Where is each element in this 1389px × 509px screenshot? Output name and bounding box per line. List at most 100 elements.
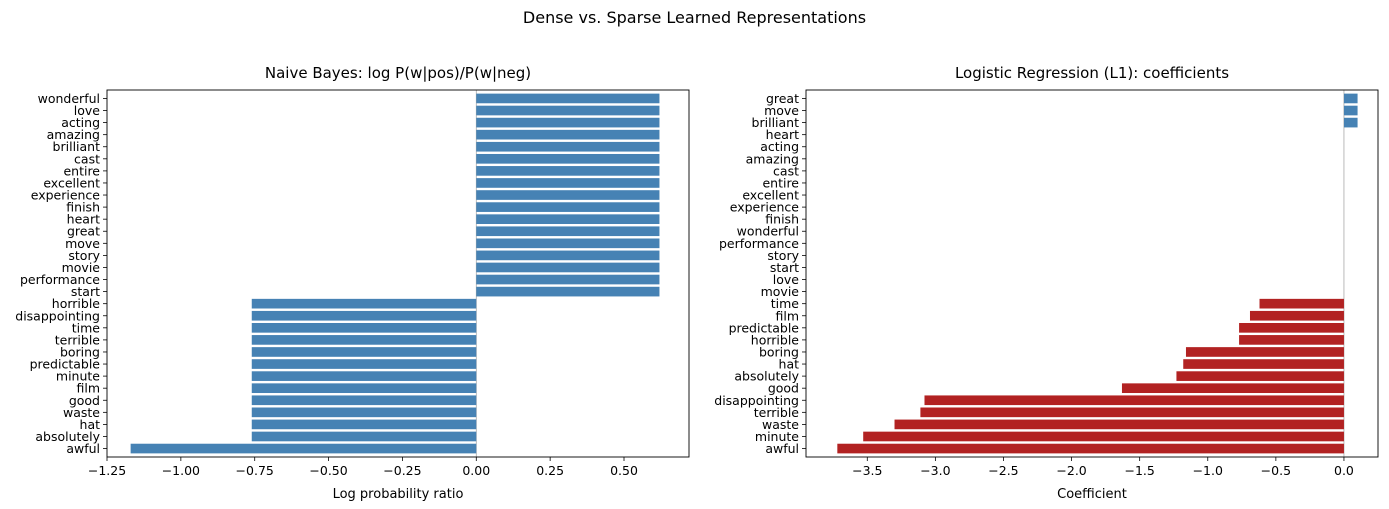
nb-label-terrible: terrible (55, 332, 101, 347)
nb-label-wonderful: wonderful (38, 91, 100, 106)
nb-bar-good (251, 395, 477, 406)
nb-label-cast: cast (74, 151, 100, 166)
lr-xtick-label: −1.0 (1193, 463, 1223, 478)
lr-xtick-label: −3.0 (920, 463, 950, 478)
nb-xtick-label: 0.00 (462, 463, 490, 478)
lr-xtick-label: 0.0 (1334, 463, 1354, 478)
lr-bar-brilliant (1343, 117, 1358, 128)
nb-x-axis-label: Log probability ratio (333, 487, 464, 502)
lr-bar-absolutely (1176, 371, 1344, 381)
lr-label-start: start (770, 260, 799, 275)
nb-label-awful: awful (66, 441, 100, 456)
nb-bar-heart (476, 214, 660, 225)
lr-xtick-label: −2.0 (1056, 463, 1086, 478)
lr-bar-time (1259, 298, 1344, 309)
nb-xtick-label: −0.75 (236, 463, 274, 478)
lr-axes-frame (805, 89, 1379, 458)
logistic-regression-chart: Logistic Regression (L1): coefficients gr… (714, 64, 1379, 502)
nb-bar-brilliant (476, 141, 660, 152)
lr-bar-good (1121, 383, 1344, 394)
lr-label-move: move (764, 103, 799, 118)
nb-bar-absolutely (251, 431, 477, 442)
nb-xtick-label: −1.25 (88, 463, 126, 478)
nb-bar-finish (476, 202, 660, 212)
nb-label-story: story (68, 248, 100, 263)
nb-bar-time (251, 322, 477, 333)
lr-bar-predictable (1239, 322, 1344, 333)
nb-chart-title: Naive Bayes: log P(w|pos)/P(w|neg) (265, 64, 531, 82)
lr-label-excellent: excellent (742, 188, 799, 203)
lr-label-cast: cast (773, 163, 799, 178)
nb-bar-horrible (251, 298, 477, 309)
lr-label-time: time (771, 296, 800, 311)
nb-bar-cast (476, 153, 660, 164)
lr-label-film: film (775, 308, 799, 323)
nb-bar-wonderful (476, 93, 660, 104)
nb-label-amazing: amazing (47, 127, 100, 142)
nb-bar-love (476, 105, 660, 116)
lr-label-horrible: horrible (751, 332, 800, 347)
nb-bar-move (476, 238, 660, 249)
nb-xtick-label: −0.25 (383, 463, 421, 478)
lr-label-entire: entire (762, 175, 799, 190)
lr-label-experience: experience (730, 200, 800, 215)
lr-label-love: love (773, 272, 800, 287)
nb-label-heart: heart (67, 212, 100, 227)
nb-axes-frame (106, 89, 690, 458)
nb-bar-amazing (476, 129, 660, 140)
nb-bar-disappointing (251, 310, 477, 321)
nb-bar-minute (251, 371, 477, 381)
nb-xtick-label: 0.25 (536, 463, 564, 478)
nb-bar-start (476, 286, 660, 297)
lr-label-heart: heart (766, 127, 799, 142)
nb-bar-awful (130, 443, 477, 454)
lr-label-waste: waste (762, 417, 799, 432)
lr-bar-terrible (920, 407, 1344, 418)
lr-label-great: great (766, 91, 799, 106)
nb-bar-boring (251, 347, 477, 357)
lr-label-terrible: terrible (754, 405, 800, 420)
nb-label-good: good (69, 393, 100, 408)
nb-label-hat: hat (80, 417, 101, 432)
lr-bar-waste (894, 419, 1344, 430)
nb-label-time: time (72, 320, 101, 335)
nb-label-movie: movie (62, 260, 101, 275)
lr-bar-great (1343, 93, 1358, 104)
lr-x-axis-label: Coefficient (1057, 487, 1127, 502)
nb-bar-acting (476, 117, 660, 128)
nb-bar-waste (251, 407, 477, 418)
lr-bar-minute (863, 431, 1344, 442)
nb-label-performance: performance (20, 272, 100, 287)
lr-bar-awful (837, 443, 1344, 454)
nb-bar-terrible (251, 335, 477, 345)
figure-title: Dense vs. Sparse Learned Representations (522, 8, 867, 27)
naive-bayes-chart: Naive Bayes: log P(w|pos)/P(w|neg) wonder… (15, 64, 690, 502)
nb-bar-movie (476, 262, 660, 273)
nb-label-start: start (71, 284, 100, 299)
lr-bar-disappointing (924, 395, 1344, 406)
nb-label-absolutely: absolutely (35, 429, 100, 444)
nb-label-disappointing: disappointing (15, 308, 100, 323)
nb-bar-performance (476, 274, 660, 285)
nb-bar-entire (476, 166, 660, 176)
lr-label-disappointing: disappointing (714, 393, 799, 408)
lr-label-finish: finish (765, 212, 799, 227)
lr-label-predictable: predictable (729, 320, 800, 335)
nb-label-horrible: horrible (52, 296, 101, 311)
nb-xtick-label: −1.00 (162, 463, 200, 478)
nb-label-great: great (67, 224, 100, 239)
nb-xtick-label: −0.50 (309, 463, 347, 478)
nb-label-love: love (74, 103, 101, 118)
lr-label-good: good (768, 381, 799, 396)
nb-label-predictable: predictable (30, 357, 101, 372)
lr-label-minute: minute (755, 429, 799, 444)
lr-bar-horrible (1239, 335, 1344, 345)
lr-label-acting: acting (760, 139, 799, 154)
nb-label-boring: boring (60, 344, 100, 359)
lr-label-hat: hat (779, 357, 800, 372)
nb-bar-story (476, 250, 660, 261)
lr-label-story: story (767, 248, 799, 263)
nb-bar-predictable (251, 359, 477, 369)
nb-xtick-label: 0.50 (610, 463, 638, 478)
